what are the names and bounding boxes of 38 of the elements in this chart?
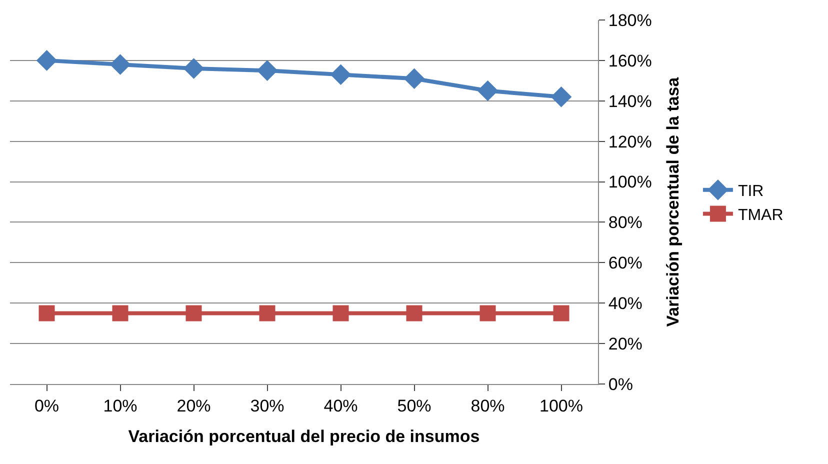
legend-label: TMAR xyxy=(738,206,784,224)
point xyxy=(480,305,496,322)
y-tick-label: 120% xyxy=(608,132,652,152)
y-tick-label: 160% xyxy=(608,51,652,70)
y-axis-title: Variación porcentual de la tasa xyxy=(663,76,682,327)
point xyxy=(183,58,204,79)
point xyxy=(550,86,572,108)
point xyxy=(477,80,498,102)
x-tick-label: 50% xyxy=(397,396,432,416)
point xyxy=(404,68,425,90)
point xyxy=(110,54,131,75)
x-tick-label: 0% xyxy=(34,396,60,416)
x-tick-label: 80% xyxy=(470,396,505,416)
point xyxy=(112,305,128,322)
x-tick-label: 40% xyxy=(324,396,358,416)
point xyxy=(186,305,202,322)
y-tick-label: 0% xyxy=(608,374,633,394)
y-tick-label: 80% xyxy=(608,213,642,232)
x-tick-label: 100% xyxy=(540,396,583,416)
legend-label: TIR xyxy=(738,183,764,200)
x-tick-label: 30% xyxy=(250,396,284,416)
point xyxy=(330,64,352,85)
y-tick-label: 40% xyxy=(608,294,642,314)
y-tick-label: 20% xyxy=(608,334,642,354)
point xyxy=(38,305,55,322)
y-tick-label: 100% xyxy=(608,172,652,192)
x-tick-label: 10% xyxy=(103,396,138,416)
point xyxy=(406,305,422,322)
x-tick-label: 20% xyxy=(176,396,211,416)
point xyxy=(36,50,58,71)
y-tick-label: 140% xyxy=(608,92,652,111)
point xyxy=(332,305,349,322)
point xyxy=(256,60,278,81)
point xyxy=(553,305,570,322)
y-tick-label: 60% xyxy=(608,254,642,273)
y-tick-label: 180% xyxy=(608,10,652,30)
point xyxy=(259,305,276,322)
x-axis-title: Variación porcentual del precio de insumos xyxy=(128,426,480,446)
